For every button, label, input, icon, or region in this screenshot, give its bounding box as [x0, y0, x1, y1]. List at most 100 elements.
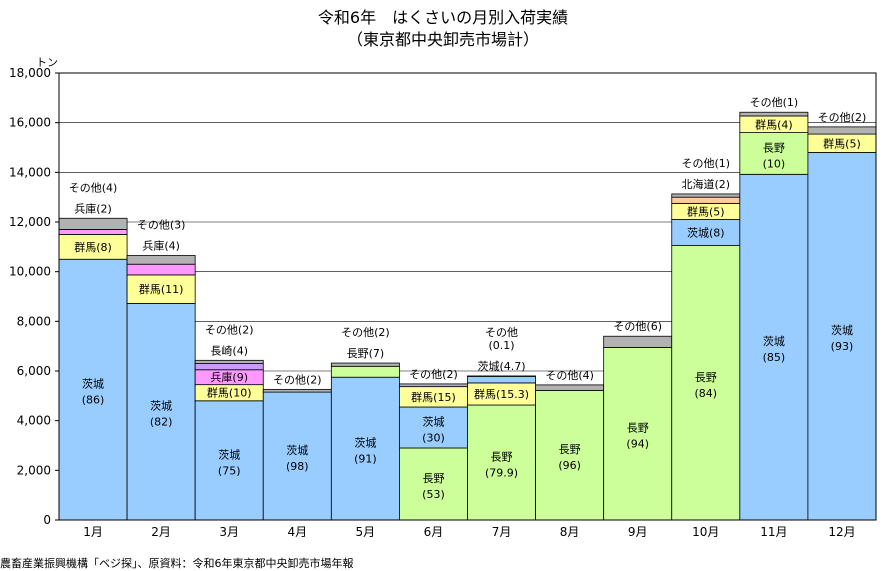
data-label: 長野(7)	[347, 347, 385, 360]
x-tick-label: 1月	[83, 525, 103, 539]
data-label-share: (98)	[286, 460, 309, 473]
bar-segment-nagasaki	[194, 363, 264, 371]
bar-segment-hokkaido	[671, 196, 741, 204]
x-tick-label: 12月	[828, 525, 855, 539]
bar-segment-ibaraki	[194, 400, 264, 521]
data-labels: 茨城 (86) 群馬(8) 兵庫(2) その他(4) 茨城 (82) 群馬(11) 兵庫(4) そ…	[69, 96, 867, 501]
data-label: 群馬(5)	[687, 204, 725, 218]
data-label-share: (0.1)	[489, 339, 515, 352]
bar-segment-ibaraki	[467, 375, 536, 384]
bar-segment-other	[467, 375, 536, 377]
x-tick-label: 4月	[287, 525, 307, 539]
data-label: 茨城(4.7)	[478, 359, 526, 373]
data-label: 群馬(5)	[823, 136, 861, 150]
y-axis-unit-label: トン	[36, 56, 58, 69]
data-label: 兵庫(9)	[210, 370, 248, 384]
data-label-share: (82)	[150, 416, 173, 429]
data-label: その他(1)	[750, 96, 799, 109]
data-label: その他(2)	[205, 323, 254, 336]
data-label-share: (53)	[422, 488, 445, 501]
bar-segment-other	[126, 255, 196, 265]
data-label: その他(3)	[137, 219, 186, 232]
chart-subtitle: （東京都中央卸売市場計）	[347, 30, 539, 49]
data-label: 兵庫(4)	[142, 239, 180, 253]
x-tick-label: 11月	[760, 525, 787, 539]
data-label: 茨城	[286, 443, 308, 457]
x-tick-label: 8月	[560, 525, 580, 539]
data-label: 長野	[763, 141, 785, 154]
bar-segment-other	[194, 359, 264, 364]
data-label: 茨城	[150, 399, 172, 413]
data-label: その他(1)	[681, 157, 730, 170]
data-label: 群馬(15)	[411, 390, 456, 404]
data-label: 長野	[559, 443, 581, 456]
bar-segment-other	[399, 383, 468, 388]
bar-segment-other	[535, 384, 605, 391]
bar-segment-hyogo	[126, 263, 196, 276]
x-tick-label: 10月	[692, 525, 719, 539]
bar-segment-other	[262, 388, 332, 393]
bar-segment-nagano	[467, 404, 536, 521]
data-label: その他(2)	[341, 326, 390, 339]
bar-segment-other	[671, 193, 741, 198]
x-tick-label: 6月	[424, 525, 444, 539]
y-tick-label: 2,000	[17, 463, 51, 477]
y-tick-label: 12,000	[9, 215, 51, 229]
data-label: 長崎(4)	[210, 343, 248, 357]
bar-segment-hyogo	[58, 229, 128, 235]
data-label: 茨城	[422, 414, 444, 428]
data-label: その他(6)	[613, 320, 662, 333]
data-label-share: (96)	[558, 459, 581, 472]
y-tick-label: 16,000	[9, 116, 51, 130]
data-label: 長野	[422, 472, 444, 485]
chart-title: 令和6年 はくさいの月別入荷実績	[318, 8, 568, 27]
data-label: 長野	[627, 422, 649, 435]
y-tick-label: 10,000	[9, 265, 51, 279]
data-label: 群馬(4)	[755, 117, 793, 131]
data-label: その他(4)	[69, 181, 118, 194]
bar-segment-gunma	[58, 234, 128, 260]
data-label: 茨城	[354, 436, 376, 450]
source-note: 農畜産業振興機構「ベジ探」、原資料：令和6年東京都中央卸売市場年報	[0, 557, 354, 570]
data-label: 群馬(10)	[207, 386, 252, 400]
data-label-share: (91)	[354, 453, 377, 466]
bar-segment-ibaraki	[262, 391, 332, 521]
data-label: その他	[485, 326, 518, 339]
data-label: その他(2)	[273, 373, 322, 386]
data-label-share: (86)	[82, 394, 105, 407]
data-label: 長野	[695, 371, 717, 384]
y-tick-label: 6,000	[17, 364, 51, 378]
data-label-share: (94)	[626, 438, 649, 451]
data-label: 北海道(2)	[681, 177, 730, 191]
data-label: 群馬(11)	[139, 282, 184, 296]
bar-segment-nagano	[330, 365, 400, 378]
bar-segment-other	[58, 217, 128, 230]
data-label: その他(4)	[545, 369, 594, 382]
data-label: 茨城	[82, 377, 104, 391]
data-label: 茨城	[763, 334, 785, 348]
bar-segment-ibaraki	[739, 173, 809, 521]
data-label: その他(2)	[409, 368, 458, 381]
data-label-share: (10)	[763, 157, 786, 170]
y-axis-ticks: 0 2,000 4,000 6,000 8,000 10,000 12,000 14,000 1…	[9, 66, 59, 527]
y-tick-label: 18,000	[9, 66, 51, 80]
bar-segment-ibaraki	[126, 303, 196, 521]
bar-segment-other	[603, 335, 673, 348]
data-label: 茨城	[831, 323, 853, 337]
data-label: 群馬(8)	[74, 240, 112, 254]
data-label-share: (84)	[694, 387, 717, 400]
data-label: その他(2)	[818, 111, 867, 124]
plot-area-frame	[58, 72, 877, 521]
bar-segment-ibaraki	[807, 152, 877, 521]
bar-segment-other	[739, 111, 809, 117]
y-tick-label: 4,000	[17, 414, 51, 428]
bars	[58, 111, 877, 521]
data-label: 茨城(8)	[687, 226, 725, 240]
bar-segment-nagano	[535, 389, 605, 521]
x-tick-label: 2月	[151, 525, 171, 539]
data-label: 茨城	[218, 447, 240, 461]
y-tick-label: 8,000	[17, 314, 51, 328]
data-label-share: (93)	[831, 340, 854, 353]
y-tick-label: 14,000	[9, 165, 51, 179]
